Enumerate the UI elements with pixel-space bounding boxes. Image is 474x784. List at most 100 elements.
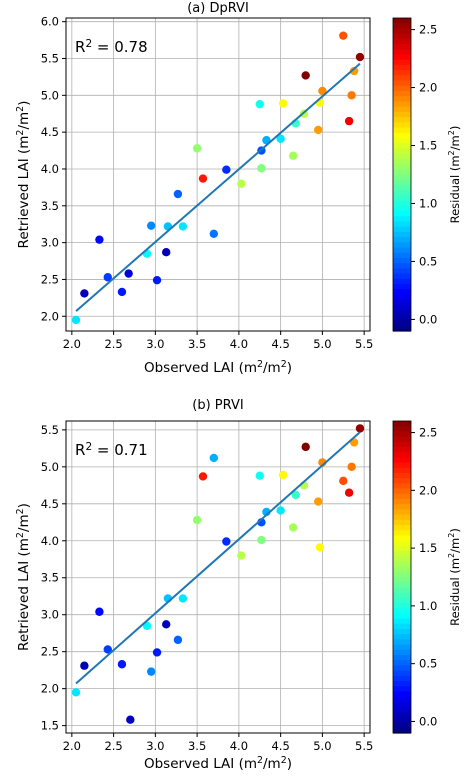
colorbar-segment (393, 106, 411, 113)
colorbar-segment (393, 701, 411, 708)
colorbar-tick-label: 2.0 (419, 483, 437, 497)
colorbar: 0.0 0.5 1.0 1.5 2.0 2.5 Residual (m2/m2) (392, 17, 462, 332)
x-axis-label: Observed LAI (m2/m2) (144, 359, 292, 376)
colorbar-segment (393, 623, 411, 630)
x-tick-label: 3.0 (146, 739, 164, 753)
colorbar-segment (393, 190, 411, 196)
colorbar-segment (393, 284, 411, 290)
colorbar-segment (393, 670, 411, 677)
colorbar-label: Residual (m2/m2) (447, 126, 462, 224)
colorbar-segment (393, 278, 411, 285)
data-point (209, 453, 219, 463)
data-point (178, 222, 188, 231)
colorbar-tick-label: 0.5 (419, 254, 437, 268)
panel-b: 2.0 2.5 3.0 3.5 4.0 4.5 5.0 5.5 1.5 2.0 2.5 3.0 3.5 4… (15, 398, 462, 772)
colorbar-segment (393, 566, 411, 573)
colorbar-frame (392, 17, 412, 332)
colorbar-segment (393, 85, 411, 92)
colorbar-segment (393, 649, 411, 656)
data-point (349, 66, 359, 76)
data-point (301, 71, 310, 80)
colorbar-segment (393, 247, 411, 254)
colorbar-segment (393, 211, 411, 217)
colorbar-segment (393, 556, 411, 562)
colorbar-segment (393, 665, 411, 672)
colorbar-tick-label: 0.5 (419, 657, 437, 671)
data-point (278, 470, 288, 480)
data-point (124, 269, 133, 278)
colorbar-segment (393, 644, 411, 651)
data-point (117, 660, 127, 669)
data-point (344, 488, 354, 497)
x-tick-label: 3.5 (188, 739, 206, 753)
y-tick-label: 6.0 (41, 15, 59, 29)
colorbar-segment (393, 525, 411, 531)
colorbar-segment (393, 722, 411, 729)
colorbar-segment (393, 696, 411, 703)
data-point (314, 125, 323, 135)
colorbar-segment (393, 23, 411, 30)
y-tick-label: 4.0 (41, 162, 59, 176)
colorbar-segment (393, 426, 411, 432)
y-tick-label: 2.0 (41, 309, 59, 323)
colorbar-segment (393, 33, 411, 40)
data-point (276, 134, 285, 143)
colorbar-segment (393, 499, 411, 505)
colorbar-segment (393, 117, 411, 123)
data-point (95, 607, 104, 616)
colorbar-segment (393, 169, 411, 176)
data-point (237, 551, 246, 560)
data-point (71, 315, 81, 325)
colorbar-tick-label: 2.0 (419, 81, 437, 95)
colorbar-segment (393, 96, 411, 103)
colorbar-segment (393, 75, 411, 82)
colorbar-segment (393, 436, 411, 443)
colorbar-segment (393, 304, 411, 311)
colorbar-segment (393, 64, 411, 71)
colorbar-segment (393, 143, 411, 150)
data-point (192, 515, 202, 525)
colorbar-segment (393, 634, 411, 640)
x-tick-label: 5.0 (313, 739, 331, 753)
colorbar-segment (393, 421, 411, 427)
colorbar-segment (393, 629, 411, 635)
data-point (146, 667, 156, 676)
colorbar-segment (393, 618, 411, 625)
x-tick-label: 5.0 (313, 337, 331, 351)
data-point (318, 86, 327, 96)
colorbar-segment (393, 551, 411, 557)
data-point (198, 472, 208, 481)
data-point (162, 247, 171, 257)
y-tick-label: 5.5 (41, 52, 59, 66)
chart-title: (b) PRVI (192, 398, 243, 413)
colorbar-segment (393, 597, 411, 604)
colorbar-segment (393, 153, 411, 160)
colorbar-segment (393, 315, 411, 322)
colorbar-segment (393, 91, 411, 97)
colorbar-segment (393, 675, 411, 682)
data-point (178, 594, 188, 603)
colorbar-segment (393, 467, 411, 474)
data-point (276, 506, 285, 515)
grid-lines (66, 18, 370, 331)
colorbar-segment (393, 686, 411, 692)
colorbar-segment (393, 681, 411, 687)
colorbar-segment (393, 226, 411, 233)
colorbar-segment (393, 195, 411, 202)
data-point (192, 144, 202, 153)
colorbar-segment (393, 122, 411, 129)
y-tick-label: 5.5 (41, 423, 59, 437)
colorbar-segment (393, 148, 411, 155)
r-squared-annotation: R2 = 0.71 (75, 441, 148, 459)
data-point (117, 287, 127, 297)
data-point (315, 543, 325, 552)
data-point (173, 635, 183, 645)
grid-lines (66, 421, 370, 733)
colorbar-segment (393, 49, 411, 56)
data-point (257, 535, 266, 545)
data-point (344, 116, 354, 126)
colorbar-segment (393, 519, 411, 526)
colorbar-segment (393, 727, 411, 734)
data-point (257, 164, 266, 173)
